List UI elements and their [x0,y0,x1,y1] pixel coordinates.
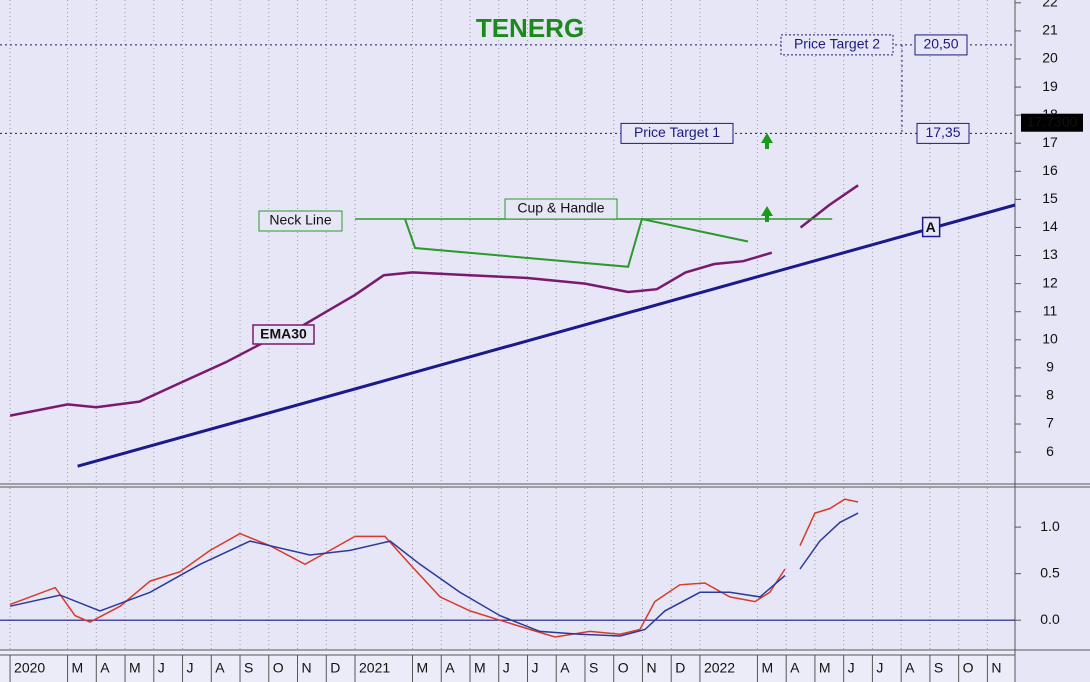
x-tick-label: 2020 [14,660,45,676]
oscillator-line [9,498,859,638]
oscillator-line [9,512,859,637]
annotations: Price Target 2 20,50 Price Target 1 17,35 A E… [0,34,1083,345]
y-tick-label: 0.0 [1040,611,1060,627]
y-tick-label: 6 [1046,443,1054,459]
target-label: Price Target 2 [794,36,880,52]
y-tick-label: 16 [1042,162,1058,178]
x-tick-label: S [934,660,943,676]
y-tick-label: 1.0 [1040,518,1060,534]
ema-label-box [252,324,315,345]
target-value-box [916,122,970,144]
x-tick-label: J [503,660,510,676]
y-tick-label: 8 [1046,387,1054,403]
trendline-label: A [926,219,936,235]
x-tick-label: A [790,660,800,676]
x-tick-label: M [72,660,84,676]
last-price-box [1021,113,1083,132]
x-tick-label: M [416,660,428,676]
y-tick-label: 13 [1042,246,1058,262]
target-value: 17,35 [925,124,960,140]
trendline [77,203,1016,468]
ema-label: EMA30 [260,326,307,342]
breakout-arrow [761,133,773,149]
x-tick-label: A [445,660,455,676]
grid: 2020 M A M J J A S O N D 2021 M A M J J A S O N D 2022 M A M J J A S O… [0,0,1060,682]
x-tick-label: A [100,660,110,676]
y-tick-label: 7 [1046,415,1054,431]
target-label-box [780,34,894,56]
x-tick-label: A [560,660,570,676]
trendline-label-box [921,216,941,238]
neck-label-box [258,210,343,232]
chart-title: TENERG [476,13,584,43]
y-tick-label: 11 [1043,302,1058,318]
x-tick-label: A [215,660,225,676]
y-tick-label: 14 [1042,218,1058,234]
x-tick-label: O [963,660,974,676]
x-tick-label: J [531,660,538,676]
marks [9,184,1016,638]
cup-label-box [504,198,618,220]
x-tick-label: 2021 [359,660,390,676]
x-tick-label: J [187,660,194,676]
x-tick-label: J [876,660,883,676]
y-tick-label: 12 [1042,274,1058,290]
x-tick-label: D [675,660,685,676]
y-tick-label: 15 [1042,190,1058,206]
cup-label: Cup & Handle [517,200,604,216]
x-tick-label: J [158,660,165,676]
breakout-arrow [761,206,773,222]
y-tick-label: 17 [1042,134,1058,150]
target-value: 20,50 [923,36,958,52]
x-tick-label: 2022 [704,660,735,676]
y-tick-label: 21 [1042,22,1058,38]
x-tick-label: S [589,660,598,676]
x-tick-label: M [819,660,831,676]
x-tick-label: A [905,660,915,676]
x-tick-label: J [848,660,855,676]
x-tick-label: S [244,660,253,676]
x-tick-label: D [330,660,340,676]
y-tick-label: 22 [1042,0,1058,10]
y-tick-label: 0.5 [1040,564,1060,580]
last-price-label: 17.7300 [1027,113,1078,129]
ema-line [9,184,859,417]
y-tick-label: 9 [1046,359,1054,375]
x-tick-label: O [618,660,629,676]
x-tick-label: M [474,660,486,676]
x-tick-label: N [302,660,312,676]
y-tick-label: 20 [1042,50,1058,66]
target-value-box [914,34,968,56]
neck-label: Neck Line [269,212,331,228]
x-tick-label: N [991,660,1001,676]
x-tick-label: N [646,660,656,676]
x-tick-label: M [129,660,141,676]
y-tick-label: 19 [1042,78,1058,94]
cup-handle [404,217,749,268]
target-label-box [620,122,734,144]
target-label: Price Target 1 [634,124,720,140]
y-tick-label: 10 [1042,330,1058,346]
x-tick-label: O [273,660,284,676]
x-tick-label: M [761,660,773,676]
